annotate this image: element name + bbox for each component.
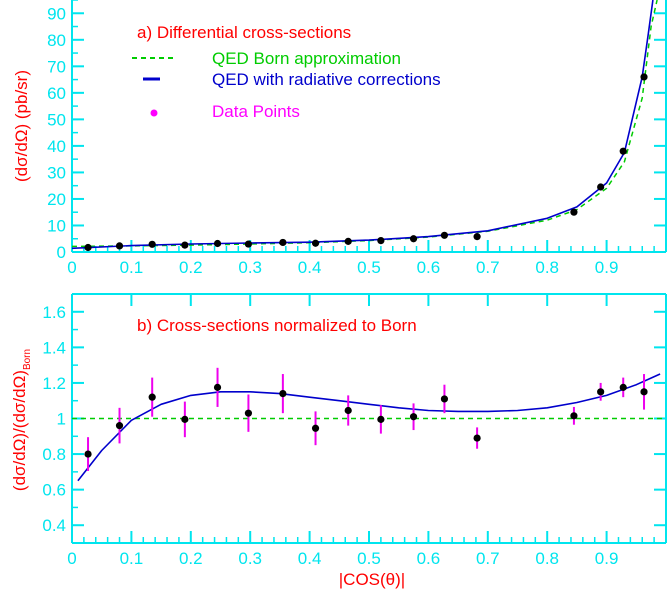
data-point xyxy=(473,233,481,241)
panel-b-plot-area xyxy=(72,367,666,482)
a-x-tick-label: 0.7 xyxy=(476,258,500,277)
radiative-corrections-line xyxy=(77,373,661,482)
data-point xyxy=(570,208,578,216)
a-y-tick-label: 0 xyxy=(57,243,66,262)
panel-b-x-ticks: 0 0.1 0.2 0.3 0.4 0.5 0.6 0.7 0.8 0.9 xyxy=(67,294,655,568)
a-y-tick-label: 50 xyxy=(47,110,66,129)
data-point xyxy=(640,73,648,81)
data-point xyxy=(440,231,449,239)
data-point xyxy=(640,388,648,396)
panel-b-y-axis-label: (dσ/dΩ)/(dσ/dΩ)Born xyxy=(10,349,33,491)
a-x-tick-label: 0 xyxy=(67,258,76,277)
b-y-tick-label: 0.4 xyxy=(42,516,66,535)
b-x-tick-label: 0.9 xyxy=(595,549,619,568)
data-point xyxy=(344,406,352,415)
data-point xyxy=(213,383,222,391)
a-y-tick-label: 40 xyxy=(47,137,66,156)
a-x-tick-label: 0.2 xyxy=(179,258,203,277)
data-point xyxy=(619,147,627,155)
b-x-tick-label: 0 xyxy=(67,549,76,568)
b-y-tick-label: 0.6 xyxy=(42,481,66,500)
panel-a-y-ticks: 0 10 20 30 40 50 60 70 80 90 xyxy=(47,0,666,262)
a-x-tick-label: 0.8 xyxy=(535,258,559,277)
a-y-tick-label: 90 xyxy=(47,4,66,23)
b-x-tick-label: 0.6 xyxy=(417,549,441,568)
data-point xyxy=(148,240,156,248)
a-y-tick-label: 80 xyxy=(47,31,66,50)
data-point xyxy=(473,434,481,442)
a-x-tick-label: 0.6 xyxy=(417,258,441,277)
data-point xyxy=(213,239,222,248)
data-point xyxy=(115,422,124,430)
data-point xyxy=(84,450,92,458)
data-point xyxy=(115,242,124,250)
data-point xyxy=(84,243,92,252)
b-y-tick-label: 1.4 xyxy=(42,338,66,357)
a-x-tick-label: 0.3 xyxy=(238,258,262,277)
b-x-tick-label: 0.1 xyxy=(120,549,144,568)
panel-a-x-ticks: 0 0.1 0.2 0.3 0.4 0.5 0.6 0.7 0.8 0.9 xyxy=(67,240,655,277)
panel-a-plot-area xyxy=(71,0,658,252)
data-point xyxy=(377,415,385,423)
data-point xyxy=(311,239,320,247)
data-point xyxy=(148,393,156,401)
b-y-tick-label: 1 xyxy=(57,410,66,429)
radiative-corrections-line xyxy=(71,0,654,250)
data-point xyxy=(619,383,627,391)
panel-b-y-axis-label-subscript: Born xyxy=(22,349,33,370)
a-x-tick-label: 0.5 xyxy=(357,258,381,277)
legend-data-points-label: Data Points xyxy=(212,102,300,121)
a-x-tick-label: 0.1 xyxy=(120,258,144,277)
data-point xyxy=(279,390,287,398)
b-y-tick-label: 1.6 xyxy=(42,303,66,322)
legend-born-label: QED Born approximation xyxy=(212,49,401,68)
data-point xyxy=(279,238,287,247)
b-y-tick-label: 1.2 xyxy=(42,374,66,393)
data-point xyxy=(377,236,385,245)
b-x-tick-label: 0.4 xyxy=(298,549,322,568)
legend-data-point-marker xyxy=(150,109,158,117)
b-x-tick-label: 0.3 xyxy=(238,549,262,568)
a-y-tick-label: 60 xyxy=(47,84,66,103)
data-point xyxy=(409,235,418,243)
legend-radiative-label: QED with radiative corrections xyxy=(212,70,441,89)
panel-b-normalized-cross-sections: 0.40.60.811.21.41.6 0 0.1 0.2 0.3 0.4 0.5 0.6 0… xyxy=(10,293,667,589)
data-point xyxy=(244,240,253,248)
data-point xyxy=(181,415,189,423)
panel-b-title: b) Cross-sections normalized to Born xyxy=(137,316,417,335)
panel-b-y-ticks: 0.4 0.6 0.8 1 1.2 1.4 1.6 xyxy=(42,303,666,544)
panel-a-legend: QED Born approximation QED with radiativ… xyxy=(132,49,441,121)
data-point xyxy=(409,413,418,421)
a-y-tick-label: 70 xyxy=(47,57,66,76)
data-point xyxy=(440,395,449,403)
data-point xyxy=(597,183,605,191)
a-y-tick-label: 20 xyxy=(47,190,66,209)
b-y-tick-label: 0.8 xyxy=(42,445,66,464)
b-x-tick-label: 0.7 xyxy=(476,549,500,568)
b-x-tick-label: 0.5 xyxy=(357,549,381,568)
data-point xyxy=(244,409,253,417)
b-x-tick-label: 0.8 xyxy=(535,549,559,568)
data-point xyxy=(311,424,320,432)
a-x-tick-label: 0.9 xyxy=(595,258,619,277)
panel-a-title: a) Differential cross-sections xyxy=(137,23,351,42)
data-point xyxy=(181,241,189,249)
a-x-tick-label: 0.4 xyxy=(298,258,322,277)
a-y-tick-label: 10 xyxy=(47,216,66,235)
data-point xyxy=(344,237,352,245)
b-x-tick-label: 0.2 xyxy=(179,549,203,568)
data-point xyxy=(597,388,605,396)
x-axis-label: |COS(θ)| xyxy=(339,570,405,589)
data-point xyxy=(570,412,578,420)
a-y-tick-label: 30 xyxy=(47,163,66,182)
panel-a-y-axis-label: (dσ/dΩ) (pb/sr) xyxy=(12,70,31,182)
panel-b-y-axis-label-main: (dσ/dΩ)/(dσ/dΩ) xyxy=(10,370,29,491)
